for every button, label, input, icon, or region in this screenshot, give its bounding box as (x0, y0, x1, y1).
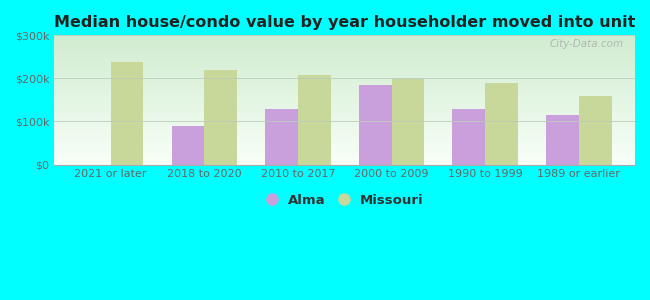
Bar (359, 85, 391, 165)
Text: City-Data.com: City-Data.com (549, 39, 623, 49)
Bar (391, 79, 424, 165)
Bar (485, 83, 518, 165)
Bar (111, 62, 144, 165)
Bar (452, 109, 485, 165)
Bar (204, 70, 237, 165)
Bar (172, 126, 204, 165)
Title: Median house/condo value by year householder moved into unit: Median house/condo value by year househo… (54, 15, 636, 30)
Bar (298, 75, 331, 165)
Bar (265, 109, 298, 165)
Bar (578, 96, 612, 165)
Legend: Alma, Missouri: Alma, Missouri (261, 188, 428, 212)
Bar (546, 115, 578, 165)
